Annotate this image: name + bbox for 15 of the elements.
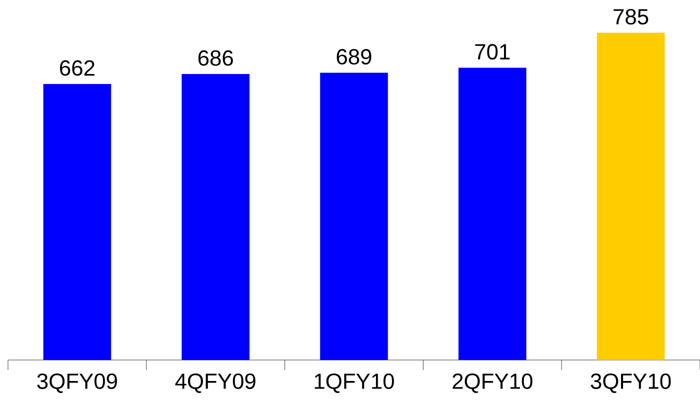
x-tick-label: 1QFY10 <box>314 373 394 393</box>
data-label: 686 <box>198 50 233 66</box>
data-label: 689 <box>336 49 372 65</box>
data-label: 701 <box>475 44 510 60</box>
bar <box>596 32 665 360</box>
data-label: 785 <box>614 8 648 25</box>
x-tick-label: 3QFY10 <box>590 373 671 393</box>
bar <box>182 74 250 360</box>
bar <box>43 84 112 360</box>
x-tick-label: 3QFY09 <box>37 373 117 393</box>
data-label: 662 <box>60 60 94 76</box>
bar <box>320 72 388 360</box>
x-tick-label: 2QFY10 <box>452 373 532 393</box>
x-tick-label: 4QFY09 <box>175 373 256 393</box>
bar <box>458 68 526 360</box>
